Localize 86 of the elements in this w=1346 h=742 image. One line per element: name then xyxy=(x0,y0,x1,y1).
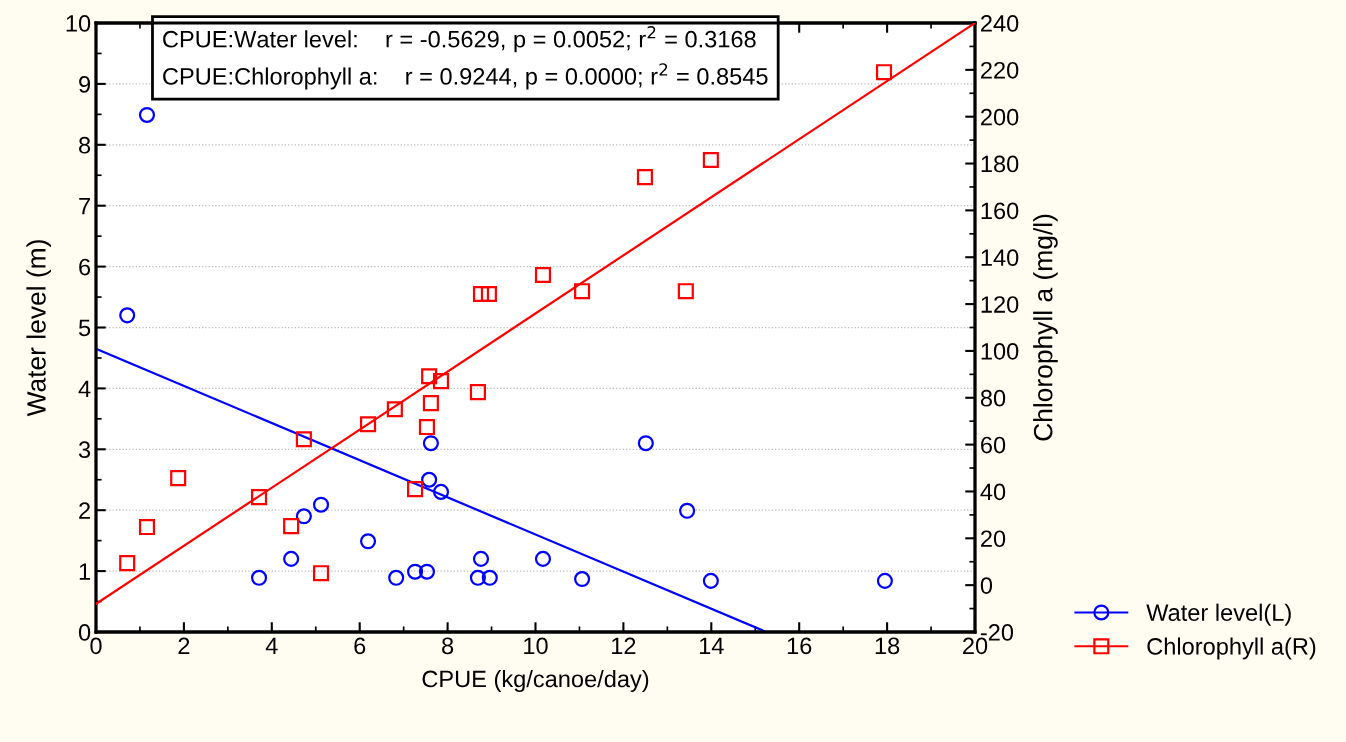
point xyxy=(534,550,552,567)
point xyxy=(679,502,696,519)
point xyxy=(637,435,654,452)
x-tick-label: 14 xyxy=(699,637,724,654)
y2-tick-label: 0 xyxy=(980,577,993,594)
legend-label: Chlorophyll a(R) xyxy=(1147,637,1316,660)
x-tick-label: 2 xyxy=(178,637,190,654)
point xyxy=(119,555,136,572)
point xyxy=(469,384,486,401)
point xyxy=(876,572,893,589)
point xyxy=(421,471,438,488)
point xyxy=(295,508,312,525)
y2-tick-label: 100 xyxy=(981,342,1019,360)
y-tick-label: 2 xyxy=(79,502,90,519)
y-tick-label: 5 xyxy=(78,319,91,337)
x-tick-label: 12 xyxy=(612,637,636,654)
point xyxy=(283,550,300,567)
point xyxy=(386,401,403,418)
y2-tick-label: 80 xyxy=(980,389,1006,407)
y-tick-label: 1 xyxy=(79,563,90,580)
x-tick-label: 18 xyxy=(875,637,900,655)
point xyxy=(432,373,450,390)
point xyxy=(422,435,439,452)
x-tick-label: 16 xyxy=(787,637,812,655)
y2-tick-label: 180 xyxy=(981,155,1019,173)
point xyxy=(418,418,435,436)
point xyxy=(636,169,653,186)
point xyxy=(574,283,591,300)
point xyxy=(119,307,136,324)
x-tick-label: 8 xyxy=(442,637,454,655)
y2-tick-label: 140 xyxy=(981,249,1019,267)
point xyxy=(472,550,490,567)
point xyxy=(421,368,438,385)
annotation: CPUE:Water level: r = -0.5629, p = 0.0052; r$^{2}$ = 0.3168 xyxy=(163,26,756,53)
y-tick-label: 3 xyxy=(78,441,91,459)
point xyxy=(422,395,439,412)
y-tick-label: 4 xyxy=(78,380,91,397)
point xyxy=(360,416,377,433)
x-tick-label: 6 xyxy=(354,637,366,655)
point xyxy=(469,569,486,586)
y-tick-label: 0 xyxy=(78,624,91,641)
y-tick-label: 8 xyxy=(79,136,91,154)
point xyxy=(407,481,424,498)
point xyxy=(251,489,268,506)
y2-tick-label: 20 xyxy=(981,530,1006,548)
point xyxy=(360,533,377,550)
y2-tick-label: 220 xyxy=(981,61,1019,79)
y-tick-label: 6 xyxy=(79,258,91,276)
y2-tick-label: 240 xyxy=(981,15,1019,32)
y2-tick-label: 120 xyxy=(981,296,1019,313)
point xyxy=(138,519,156,536)
point xyxy=(407,563,424,580)
point xyxy=(534,266,552,284)
y2-tick-label: 160 xyxy=(981,202,1019,220)
y-axis-title: Water level (m) xyxy=(26,240,51,417)
point xyxy=(295,431,312,448)
point xyxy=(388,569,405,586)
point xyxy=(138,106,156,124)
y2-tick-label: 40 xyxy=(980,483,1006,501)
point xyxy=(481,569,498,586)
y2-tick-label: 60 xyxy=(981,436,1006,454)
y-tick-label: 7 xyxy=(79,198,90,215)
legend-label: Water level(L) xyxy=(1146,603,1291,626)
point xyxy=(283,518,300,535)
point xyxy=(251,569,268,586)
x-axis-title: CPUE (kg/canoe/day) xyxy=(422,669,649,692)
point xyxy=(472,285,490,303)
y2-tick-label: 200 xyxy=(981,108,1019,126)
x-tick-label: 10 xyxy=(524,637,548,655)
point xyxy=(574,570,591,588)
point xyxy=(418,563,435,580)
point xyxy=(875,64,893,81)
point xyxy=(677,283,694,300)
y-tick-label: 9 xyxy=(79,75,91,93)
point xyxy=(312,496,330,513)
x-tick-label: 4 xyxy=(265,637,278,654)
point xyxy=(170,470,187,487)
point xyxy=(312,565,330,582)
point xyxy=(480,285,497,303)
point xyxy=(702,572,719,589)
point xyxy=(432,483,450,500)
y2-axis-title: Chlorophyll a (mg/l) xyxy=(1033,214,1058,441)
x-tick-label: 0 xyxy=(90,637,102,655)
y-tick-label: 10 xyxy=(66,15,91,32)
annotation: CPUE:Chlorophyll a: r = 0.9244, p = 0.0000; r$^{2}$ = 0.8545 xyxy=(163,63,768,90)
point xyxy=(702,151,719,169)
